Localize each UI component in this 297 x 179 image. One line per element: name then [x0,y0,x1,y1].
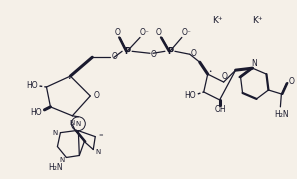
Text: =: = [99,133,104,138]
Text: •: • [208,69,211,74]
Text: HO: HO [184,91,196,100]
Text: K⁺: K⁺ [252,16,263,25]
Text: O: O [156,28,162,37]
Text: O⁻: O⁻ [140,28,150,37]
Text: H₂N: H₂N [274,110,289,119]
Text: O: O [114,28,120,37]
Text: N: N [76,121,81,127]
Text: O⁻: O⁻ [182,28,192,37]
Text: K⁺: K⁺ [212,16,223,25]
Text: N: N [70,120,75,126]
Text: OH: OH [215,105,227,114]
Text: N: N [60,158,65,163]
Text: O: O [111,52,117,61]
Text: N: N [96,149,101,154]
Text: O: O [222,72,228,81]
Text: HO: HO [27,81,38,90]
Text: O: O [151,50,157,59]
Text: N: N [53,130,58,136]
Text: P: P [167,47,173,56]
Text: •: • [67,76,70,81]
Text: P: P [124,47,130,56]
Text: O: O [93,91,99,100]
Text: N: N [252,59,257,68]
Text: H₂N: H₂N [48,163,63,172]
Text: O: O [288,77,294,86]
Text: HO: HO [31,108,42,117]
Text: O: O [191,49,197,58]
